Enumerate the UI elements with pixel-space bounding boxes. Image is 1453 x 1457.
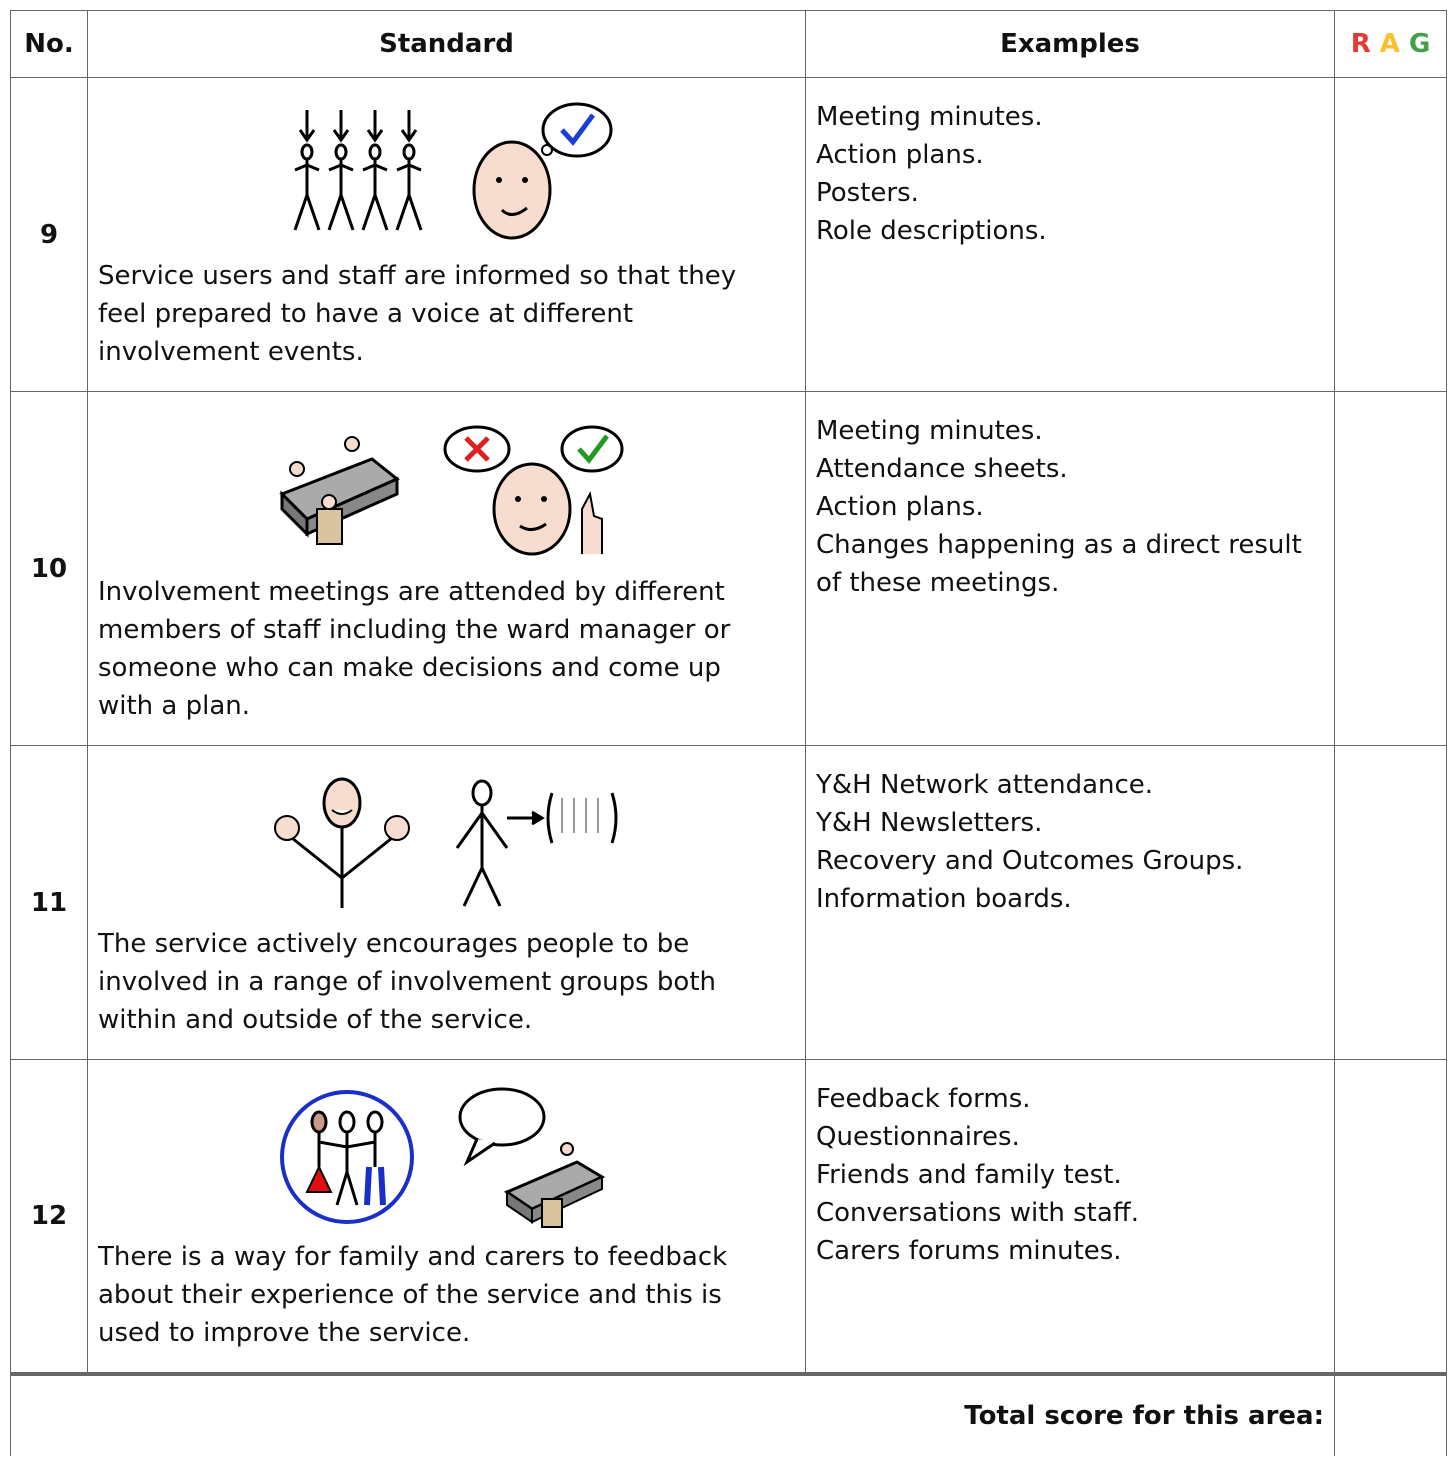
example: Y&H Network attendance. xyxy=(816,770,1154,800)
icon-feedback-meeting xyxy=(458,1087,605,1228)
icons xyxy=(88,90,805,260)
example: Recovery and Outcomes Groups. xyxy=(816,846,1244,876)
rag-a: A xyxy=(1379,29,1400,59)
standard-text: There is a way for family and carers to … xyxy=(98,1241,728,1348)
example: Attendance sheets. xyxy=(816,454,1068,484)
rag-cell xyxy=(1334,1059,1447,1376)
example: Questionnaires. xyxy=(816,1122,1020,1152)
header-row: No. Standard Examples R A G xyxy=(10,10,1447,78)
standard-cell: There is a way for family and carers to … xyxy=(87,1059,806,1376)
row: 11 The service actively encourages peopl… xyxy=(10,745,1447,1060)
example: Feedback forms. xyxy=(816,1084,1031,1114)
rag-cell xyxy=(1334,391,1447,746)
footer-label: Total score for this area: xyxy=(10,1373,1335,1456)
icon-thumbs-up xyxy=(273,777,410,908)
icon-thinking-tick xyxy=(472,102,612,240)
total-cell xyxy=(1334,1373,1447,1456)
header-cell: No. xyxy=(10,10,88,78)
icon-join-group xyxy=(455,779,617,907)
header-cell: Examples xyxy=(805,10,1335,78)
standard-cell: Involvement meetings are attended by dif… xyxy=(87,391,806,746)
example: Changes happening as a direct result of … xyxy=(816,530,1302,598)
example: Posters. xyxy=(816,178,919,208)
example: Meeting minutes. xyxy=(816,416,1043,446)
icon-meeting xyxy=(278,436,400,545)
rag-cell xyxy=(1334,77,1447,392)
examples: Meeting minutes. Action plans. Posters. Rol… xyxy=(816,98,1324,250)
example: Carers forums minutes. xyxy=(816,1236,1122,1266)
example: Role descriptions. xyxy=(816,216,1047,246)
rag-cell xyxy=(1334,745,1447,1060)
examples-cell: Meeting minutes. Attendance sheets. Action… xyxy=(805,391,1335,746)
example: Conversations with staff. xyxy=(816,1198,1139,1228)
rag-r: R xyxy=(1350,29,1371,59)
standard-text: Involvement meetings are attended by dif… xyxy=(98,577,731,721)
standard-text: Service users and staff are informed so … xyxy=(98,261,737,367)
standards-table: No. Standard Examples R A G 9 Service us… xyxy=(10,10,1447,1456)
standard-text: The service actively encourages people t… xyxy=(98,929,716,1035)
examples-cell: Feedback forms. Questionnaires. Friends an… xyxy=(805,1059,1335,1376)
header-cell: Standard xyxy=(87,10,806,78)
standard-cell: Service users and staff are informed so … xyxy=(87,77,806,392)
examples-cell: Y&H Network attendance. Y&H Newsletters. R… xyxy=(805,745,1335,1060)
footer-row: Total score for this area: xyxy=(10,1373,1447,1456)
row: 12 There is a way for family and carers … xyxy=(10,1059,1447,1376)
icons xyxy=(88,758,805,928)
standard-cell: The service actively encourages people t… xyxy=(87,745,806,1060)
icon-family xyxy=(279,1090,414,1224)
header-cell: R A G xyxy=(1334,10,1447,78)
examples-cell: Meeting minutes. Action plans. Posters. Rol… xyxy=(805,77,1335,392)
example: Y&H Newsletters. xyxy=(816,808,1043,838)
example: Action plans. xyxy=(816,492,984,522)
icons xyxy=(88,1072,805,1242)
example: Information boards. xyxy=(816,884,1072,914)
number-cell: 9 xyxy=(10,77,88,392)
number-cell: 10 xyxy=(10,391,88,746)
icon-decision xyxy=(443,425,623,556)
rag-g: G xyxy=(1408,29,1431,59)
row: 10 Involvement meetings are attended by … xyxy=(10,391,1447,746)
number-cell: 12 xyxy=(10,1059,88,1376)
icon-people-informed xyxy=(293,108,422,232)
icons xyxy=(88,404,805,574)
example: Action plans. xyxy=(816,140,984,170)
example: Meeting minutes. xyxy=(816,102,1043,132)
row: 9 Service users and staff are informed s… xyxy=(10,77,1447,392)
example: Friends and family test. xyxy=(816,1160,1122,1190)
number-cell: 11 xyxy=(10,745,88,1060)
